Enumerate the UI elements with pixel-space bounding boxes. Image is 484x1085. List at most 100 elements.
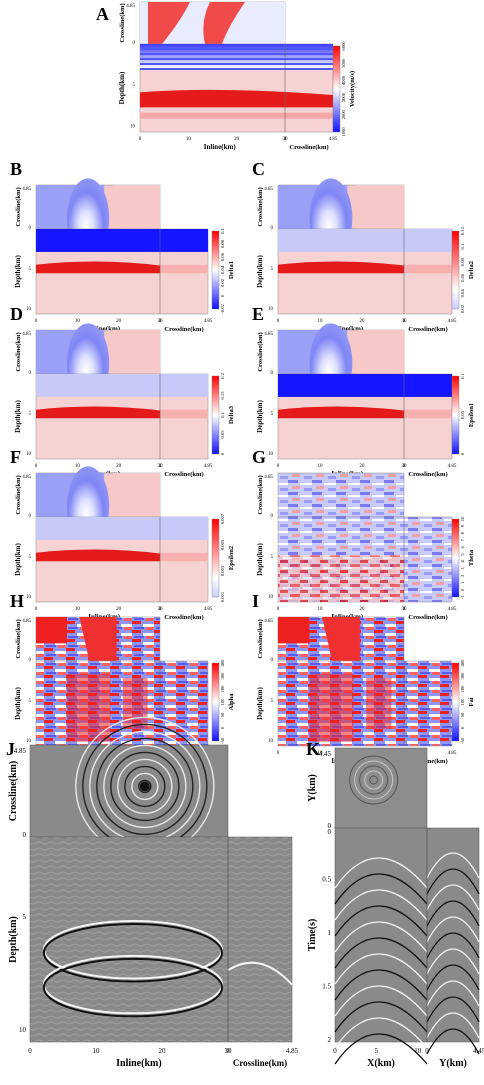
colorbar-label: Epsilon1 xyxy=(468,403,475,427)
colorbar-tick-label: 9 xyxy=(460,524,465,527)
top-tick-label: 0 xyxy=(133,41,136,46)
inline-tick-label: 10 xyxy=(93,1047,101,1055)
crossline-tick-label: 0 xyxy=(403,607,406,612)
inline-tick-label: 10 xyxy=(186,137,192,142)
inline-tick-label: 10 xyxy=(318,464,324,469)
inline-tick-label: 30 xyxy=(158,607,164,612)
crossline-axis-label-bottom: Crossline(km) xyxy=(233,1058,287,1068)
depth-axis-label: Depth(km) xyxy=(14,400,22,433)
colorbar-tick-label: 0.08 xyxy=(460,257,465,266)
y-axis-label-top: Y(km) xyxy=(307,774,318,802)
crossline-tick-label: 4.85 xyxy=(448,607,457,612)
top-tick-label: 4.85 xyxy=(126,4,135,9)
depth-tick-label: 10 xyxy=(268,307,274,312)
inline-section xyxy=(139,43,334,133)
depth-axis-label: Depth(km) xyxy=(14,255,22,288)
colorbar xyxy=(211,375,220,455)
colorbar-tick-label: -1 xyxy=(460,594,465,599)
top-tick-label: 0 xyxy=(29,514,32,519)
top-tick-label: 4.85 xyxy=(22,619,31,624)
inline-axis-label: Inline(km) xyxy=(331,325,364,333)
depth-tick-label: 5 xyxy=(29,555,32,560)
inline-tick-label: 0 xyxy=(35,319,38,324)
crossline-axis-label-top: Crossline(km) xyxy=(257,187,264,226)
inline-tick-label: 10 xyxy=(75,319,81,324)
inline-tick-label: 0 xyxy=(277,607,280,612)
crossline-axis-label-top: Crossline(km) xyxy=(257,332,264,371)
colorbar-tick-label: 5 xyxy=(460,553,465,556)
colorbar-tick-label: 0.06 xyxy=(220,252,225,261)
colorbar-tick-label: 4 xyxy=(460,560,465,563)
inline-tick-label: 20 xyxy=(116,319,122,324)
inline-tick-label: 10 xyxy=(75,607,81,612)
depth-tick-label: 5 xyxy=(271,267,274,272)
panel-label-j: J xyxy=(6,739,15,759)
colorbar-tick-label: 0 xyxy=(460,588,465,591)
colorbar-label: Delta1 xyxy=(228,261,235,279)
depth-tick-label: 5 xyxy=(271,412,274,417)
colorbar-tick-label: 0.02 xyxy=(220,278,225,287)
colorbar-tick-label: 0.08 xyxy=(220,239,225,248)
crossline-axis-label-top: Crossline(km) xyxy=(119,3,126,42)
panel-label-h: H xyxy=(10,591,24,611)
crossline-axis-label-top: Crossline(km) xyxy=(15,187,22,226)
panel-label-a: A xyxy=(96,4,109,24)
colorbar-tick-label: 0.05 xyxy=(460,410,465,419)
top-tick-label: 4.85 xyxy=(22,332,31,337)
inline-tick-label: 30 xyxy=(402,319,408,324)
crossline-tick-label: 0 xyxy=(403,464,406,469)
colorbar-tick-label: 0.1 xyxy=(460,372,465,378)
depth-tick-label: 5 xyxy=(23,913,27,921)
inline-tick-label: 20 xyxy=(234,137,240,142)
colorbar-tick-label: 0 xyxy=(460,726,465,729)
panel-i: IDepth(km)Crossline(km)Inline(km)Crossli… xyxy=(252,591,475,765)
panel-label-e: E xyxy=(252,304,264,324)
inline-tick-label: 0 xyxy=(139,137,142,142)
crossline-axis-label-bottom: Crossline(km) xyxy=(408,471,447,478)
top-slice xyxy=(277,616,405,662)
colorbar-tick-label: 300 xyxy=(460,672,465,680)
inline-section xyxy=(277,373,453,460)
x-tick-label: 10 xyxy=(414,1047,422,1055)
time-tick-label: 2 xyxy=(328,1036,332,1044)
colorbar-tick-label: 0.001 xyxy=(220,591,225,602)
inline-axis-label: Inline(km) xyxy=(204,143,237,151)
crossline-axis-label-top: Crossline(km) xyxy=(8,761,19,821)
colorbar-tick-label: -50 xyxy=(460,737,465,744)
colorbar-tick-label: 2000 xyxy=(341,110,346,120)
inline-tick-label: 10 xyxy=(318,751,324,756)
colorbar-tick-label: 0.005 xyxy=(220,539,225,550)
inline-tick-label: 30 xyxy=(158,319,164,324)
inline-tick-label: 20 xyxy=(360,464,366,469)
y-axis-label-bottom: Y(km) xyxy=(439,1058,467,1069)
inline-axis-label: Inline(km) xyxy=(116,1058,162,1069)
colorbar-tick-label: 8 xyxy=(460,531,465,534)
colorbar-tick-label: 10 xyxy=(460,516,465,521)
crossline-tick-label: 4.85 xyxy=(329,137,338,142)
time-tick-label: 1.5 xyxy=(322,983,331,991)
crossline-tick-label: 0 xyxy=(226,1047,230,1055)
inline-tick-label: 10 xyxy=(318,319,324,324)
colorbar-tick-label: 0 xyxy=(220,294,225,297)
depth-tick-label: 5 xyxy=(133,83,136,88)
colorbar-tick-label: 300 xyxy=(220,672,225,680)
inline-tick-label: 10 xyxy=(318,607,324,612)
colorbar-tick-label: 0.06 xyxy=(460,273,465,282)
colorbar-tick-label: 100 xyxy=(460,698,465,706)
inline-tick-label: 20 xyxy=(116,607,122,612)
crossline-axis-label-bottom: Crossline(km) xyxy=(408,758,447,765)
depth-tick-label: 10 xyxy=(26,307,32,312)
panel-b: B Depth(km) Crossline(km) Inline(km) Crossli… xyxy=(10,159,235,333)
depth-axis-label: Depth(km) xyxy=(256,255,264,288)
depth-axis-label: Depth(km) xyxy=(256,687,264,720)
crossline-tick-label: 4.85 xyxy=(448,319,457,324)
top-slice xyxy=(277,472,405,518)
crossline-tick-label: 4.85 xyxy=(204,319,213,324)
colorbar-tick-label: 400 xyxy=(460,659,465,667)
top-tick-label: 0 xyxy=(29,226,32,231)
y-tick-label: 0 xyxy=(425,1047,429,1055)
inline-tick-label: 30 xyxy=(402,464,408,469)
colorbar-tick-label: 6 xyxy=(460,546,465,549)
top-tick-label: 4.85 xyxy=(264,332,273,337)
